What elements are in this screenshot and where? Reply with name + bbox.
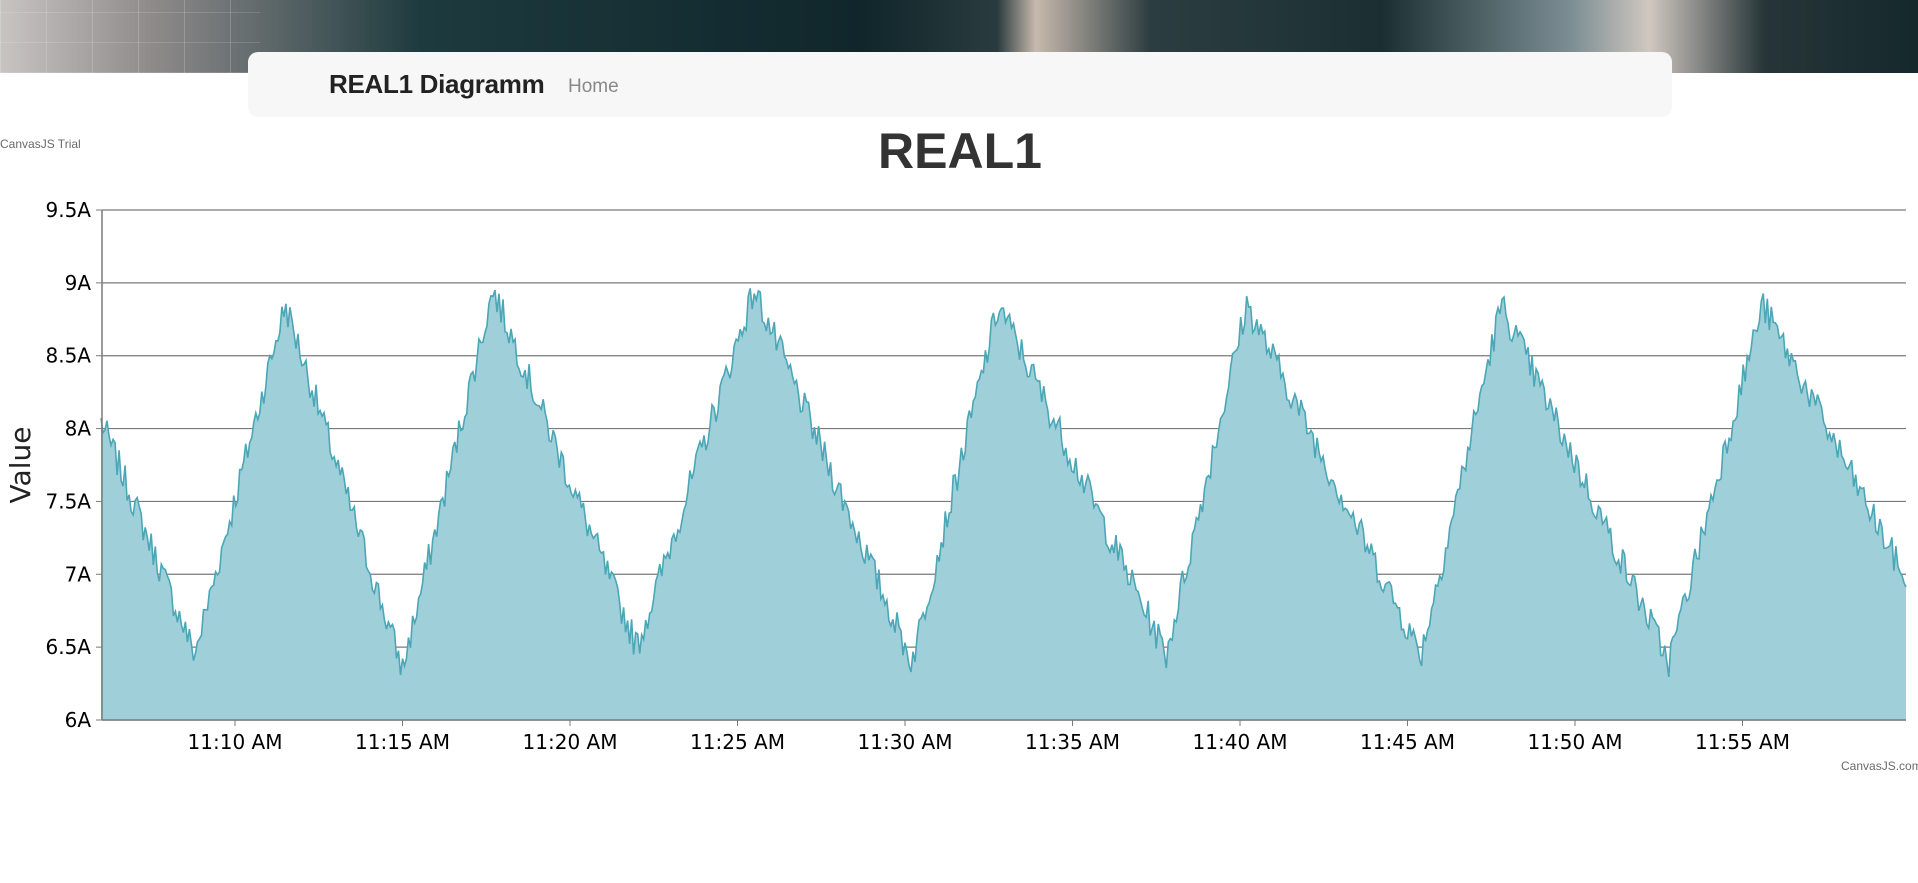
y-tick-label: 8.5A <box>46 344 92 368</box>
navbar-brand[interactable]: REAL1 Diagramm <box>329 69 545 99</box>
nav-link-home[interactable]: Home <box>568 76 619 97</box>
y-tick-label: 6.5A <box>46 635 92 659</box>
y-tick-label: 7.5A <box>46 489 92 513</box>
x-tick-label: 11:20 AM <box>523 730 618 754</box>
chart-area-series <box>100 288 1907 720</box>
y-tick-label: 7A <box>65 562 92 586</box>
y-axis-title: Value <box>4 427 37 504</box>
hero-tile-texture <box>0 0 260 73</box>
x-tick-label: 11:35 AM <box>1025 730 1120 754</box>
x-tick-label: 11:55 AM <box>1695 730 1790 754</box>
x-tick-label: 11:40 AM <box>1193 730 1288 754</box>
x-tick-label: 11:25 AM <box>690 730 785 754</box>
chart-title: REAL1 <box>878 123 1042 179</box>
chart-axes: 6A 6.5A 7A 7.5A 8A 8.5A 9A 9.5A 11:10 AM 11:15 AM… <box>46 198 1906 754</box>
x-tick-label: 11:10 AM <box>188 730 283 754</box>
y-tick-label: 9.5A <box>46 198 92 222</box>
series-line <box>100 288 1907 678</box>
x-tick-label: 11:50 AM <box>1528 730 1623 754</box>
x-tick-label: 11:15 AM <box>355 730 450 754</box>
y-tick-label: 8A <box>65 417 92 441</box>
area-chart: REAL1 6A 6.5A 7A 7.5A 8A 8.5A 9A 9.5A 11:10 AM 11… <box>4 123 1907 754</box>
canvasjs-trial-watermark: CanvasJS Trial <box>0 137 81 151</box>
canvasjs-credit-link[interactable]: CanvasJS.com <box>1841 759 1918 773</box>
navbar: REAL1 Diagramm Home <box>248 52 1672 117</box>
y-tick-label: 6A <box>65 708 92 732</box>
y-tick-label: 9A <box>65 271 92 295</box>
x-tick-label: 11:30 AM <box>858 730 953 754</box>
series-area-fill <box>101 288 1906 720</box>
x-tick-label: 11:45 AM <box>1360 730 1455 754</box>
